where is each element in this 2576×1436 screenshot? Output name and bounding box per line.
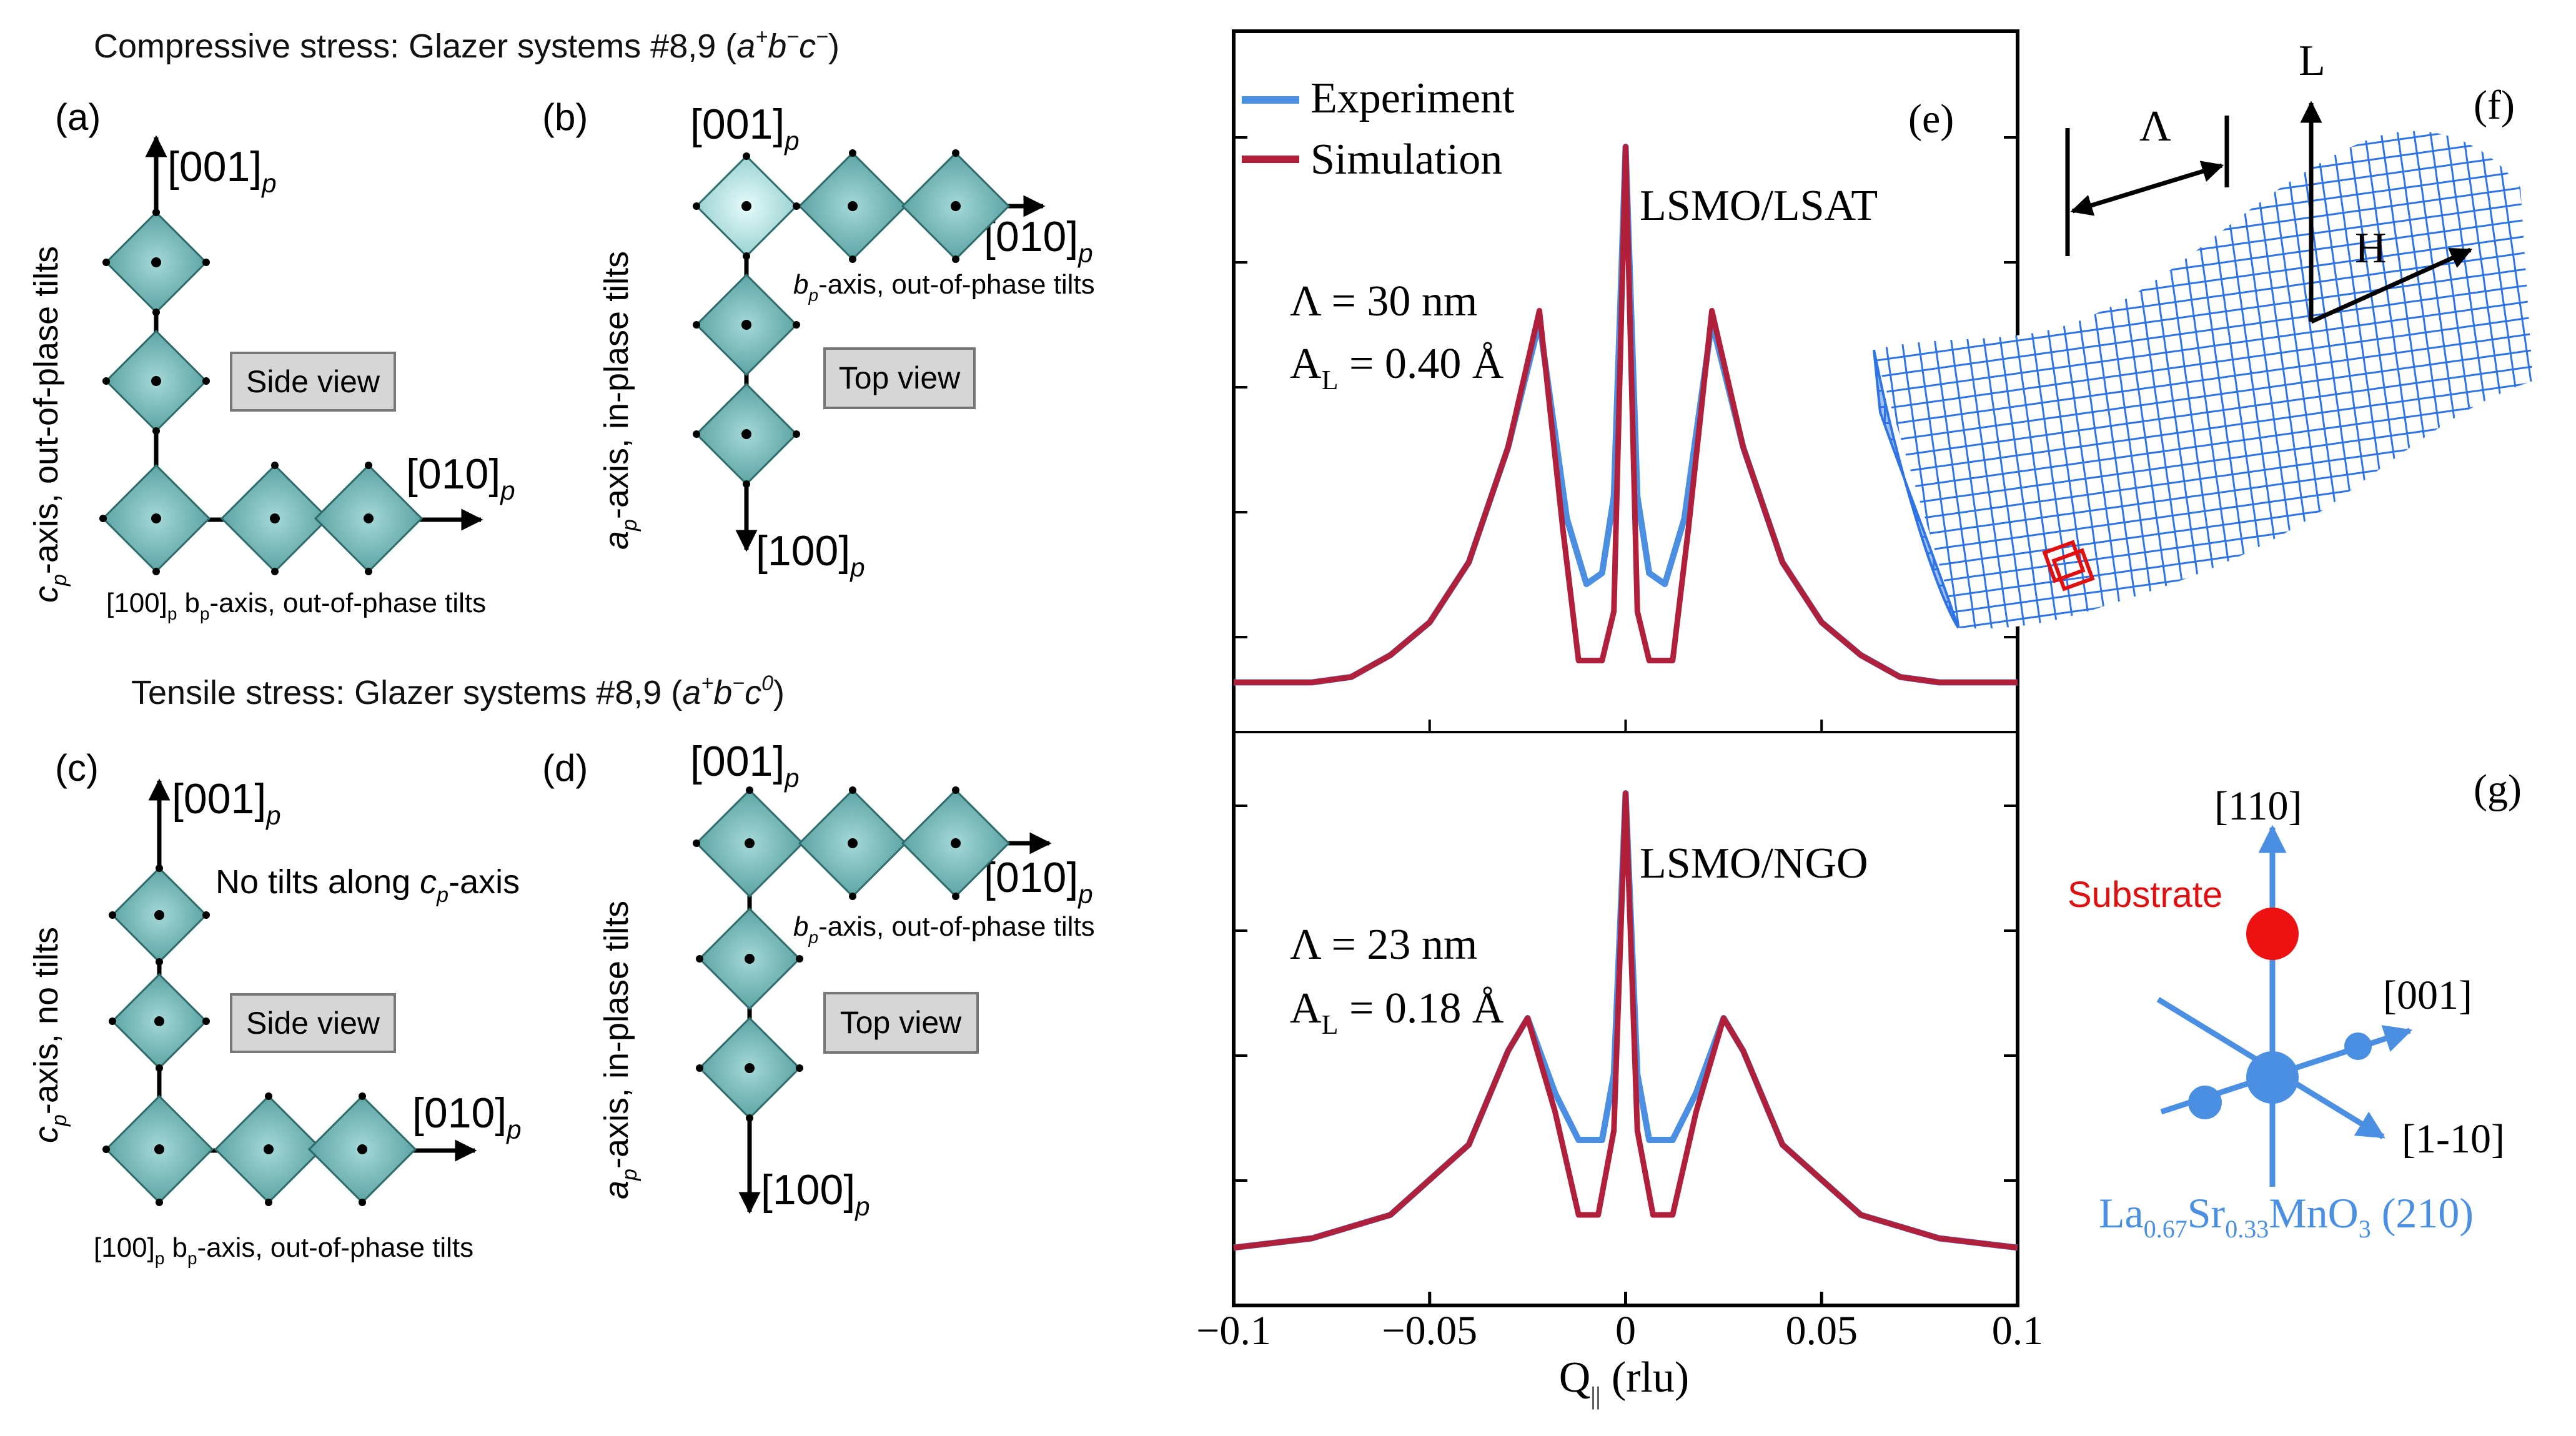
vertical-axis-label: ap-axis, in-plase tilts	[598, 251, 642, 550]
panel-e-chart: −0.1 −0.05 0 0.05 0.1 (e) Experiment Simulat…	[1196, 29, 2044, 1410]
panel-label-a: (a)	[55, 96, 101, 138]
top-view-tag	[823, 347, 976, 409]
axis-100-label: [100]p	[756, 527, 865, 582]
bottom-axis-label: [100]p bp-axis, out-of-phase tilts	[106, 588, 486, 623]
substrate-label: Substrate	[2068, 874, 2222, 915]
right-atom	[2344, 1032, 2372, 1060]
axis-010-label: [010]p	[984, 854, 1093, 909]
x-axis-title: Q|| (rlu)	[1559, 1354, 1689, 1410]
axis-001-label: [001]p	[172, 775, 281, 830]
vertical-axis-label: cp-axis, no tilts	[27, 927, 71, 1143]
direction-110-label: [110]	[2214, 783, 2302, 829]
axis-001-label: [001]p	[167, 143, 277, 198]
axis-001-label: [001]p	[690, 101, 800, 156]
top-view-label: Top view	[839, 360, 961, 395]
amplitude-label-top: AL = 0.40 Å	[1290, 340, 1504, 395]
axis-001-label: [001]p	[690, 738, 800, 793]
x-tick-label: −0.1	[1196, 1308, 1271, 1354]
legend-experiment: Experiment	[1310, 74, 1515, 122]
panel-label-e: (e)	[1908, 96, 1954, 142]
horizontal-axis-label: bp-axis, out-of-phase tilts	[793, 911, 1095, 947]
axis-010-label: [010]p	[412, 1089, 522, 1144]
axis-100-label: [100]p	[761, 1166, 870, 1221]
octahedron-chain-vertical	[102, 864, 417, 1206]
legend-simulation: Simulation	[1310, 136, 1502, 184]
panel-label-b: (b)	[542, 96, 588, 138]
lambda-arrow	[2070, 161, 2224, 216]
chart-marks: −0.1 −0.05 0 0.05 0.1	[1196, 136, 2044, 1354]
panel-g: (g) [110] Substrate [001] [1-10] La0.67S…	[2068, 766, 2522, 1243]
lambda-label: Λ	[2139, 102, 2171, 151]
tensile-title: Tensile stress: Glazer systems #8,9 (a+b…	[131, 671, 785, 711]
L-axis-label: L	[2299, 37, 2326, 85]
octahedron-chain	[693, 786, 1011, 1122]
amplitude-label-bottom: AL = 0.18 Å	[1290, 984, 1504, 1040]
side-view-tag	[230, 993, 396, 1053]
panel-label-d: (d)	[542, 747, 588, 789]
mesh-side-face	[1873, 349, 1959, 629]
center-atom	[2246, 1051, 2299, 1104]
panel-c: (c) [001]p [010]p No tilts along cp-axis…	[27, 747, 522, 1268]
unit-cell-marker-back	[2051, 548, 2095, 592]
panel-label-f: (f)	[2474, 82, 2515, 128]
top-view-tag	[823, 992, 979, 1054]
series-simulation-line	[1234, 144, 2018, 685]
lambda-label-top: Λ = 30 nm	[1290, 277, 1477, 325]
axis-010-label: [010]p	[984, 213, 1093, 268]
panel-b: (b) [001]p [010]p [100]p Top view bp-axi…	[542, 96, 1095, 582]
left-atom	[2188, 1086, 2222, 1119]
sample-label-bottom: LSMO/NGO	[1640, 839, 1868, 888]
octahedron-chain-vertical	[99, 209, 424, 575]
substrate-atom	[2246, 908, 2299, 960]
panel-f: (f) Λ L H	[1873, 37, 2533, 629]
horizontal-axis-label: bp-axis, out-of-phase tilts	[793, 269, 1095, 305]
x-tick-label: 0	[1615, 1308, 1636, 1354]
no-tilts-note: No tilts along cp-axis	[215, 863, 520, 907]
lsmo-formula: La0.67Sr0.33MnO3 (210)	[2099, 1189, 2474, 1243]
vertical-axis-label: ap-axis, in-plase tilts	[598, 901, 642, 1199]
direction-1-10-label: [1-10]	[2402, 1116, 2505, 1162]
x-tick-label: 0.1	[1992, 1308, 2044, 1354]
top-view-label: Top view	[840, 1005, 962, 1040]
H-axis-label: H	[2355, 224, 2387, 272]
vertical-axis-label: cp-axis, out-of-plase tilts	[27, 246, 71, 603]
side-view-tag	[230, 352, 396, 412]
x-tick-label: 0.05	[1786, 1308, 1858, 1354]
strain-wave-mesh	[1874, 131, 2533, 629]
compressive-title: Compressive stress: Glazer systems #8,9 …	[94, 25, 840, 65]
axis-010-label: [010]p	[406, 450, 515, 505]
panel-d: (d) [001]p [010]p [100]p Top view bp-axi…	[542, 738, 1095, 1221]
sample-label-top: LSMO/LSAT	[1640, 182, 1878, 230]
x-tick-label: −0.05	[1382, 1308, 1477, 1354]
octahedron-chain	[693, 149, 1011, 488]
side-view-label: Side view	[246, 1006, 380, 1041]
lambda-label-bottom: Λ = 23 nm	[1290, 921, 1477, 969]
panel-a: (a) [001]p [010]p Side view cp-axis, out…	[27, 96, 515, 623]
panel-label-g: (g)	[2474, 766, 2522, 812]
series-simulation-line	[1233, 790, 2018, 1250]
bottom-axis-label: [100]p bp-axis, out-of-phase tilts	[94, 1232, 473, 1268]
side-view-label: Side view	[246, 364, 380, 399]
panel-label-c: (c)	[55, 747, 99, 789]
unit-cell-marker	[2042, 540, 2086, 583]
direction-001-label: [001]	[2383, 973, 2472, 1018]
H-axis-arrow	[2310, 247, 2473, 324]
